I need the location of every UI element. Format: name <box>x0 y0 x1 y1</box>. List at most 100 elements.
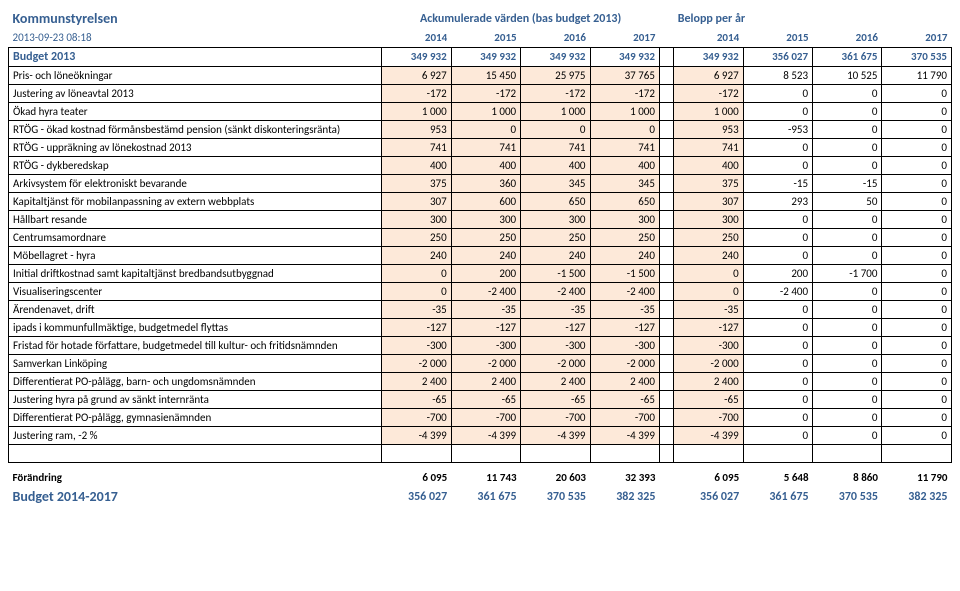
cell: 0 <box>882 408 952 426</box>
cell: 25 975 <box>521 66 590 84</box>
row-label: Justering ram, -2 % <box>9 426 382 444</box>
cell: 8 523 <box>743 66 812 84</box>
row-label: Möbellagret - hyra <box>9 246 382 264</box>
cell: 0 <box>882 336 952 354</box>
cell: 2 400 <box>590 372 659 390</box>
cell: -65 <box>674 390 743 408</box>
row-label: Samverkan Linköping <box>9 354 382 372</box>
cell: -35 <box>521 300 590 318</box>
page-title: Kommunstyrelsen <box>9 8 382 29</box>
cell: -2 400 <box>521 282 590 300</box>
table-row: Ärendenavet, drift-35-35-35-35-35000 <box>9 300 952 318</box>
cell: 349 932 <box>521 47 590 66</box>
cell: -65 <box>382 390 451 408</box>
row-label: Visualiseringscenter <box>9 282 382 300</box>
cell: 2 400 <box>674 372 743 390</box>
cell: 250 <box>590 228 659 246</box>
cell: 400 <box>382 156 451 174</box>
cell: 20 603 <box>521 468 590 486</box>
cell: 375 <box>382 174 451 192</box>
subtitle-left: Ackumulerade värden (bas budget 2013) <box>382 8 660 29</box>
row-label: Initial driftkostnad samt kapitaltjänst … <box>9 264 382 282</box>
cell: 300 <box>451 210 520 228</box>
cell: 0 <box>882 264 952 282</box>
cell: -1 500 <box>521 264 590 282</box>
cell: 361 675 <box>813 47 882 66</box>
cell: 375 <box>674 174 743 192</box>
cell: 10 525 <box>813 66 882 84</box>
cell: -1 500 <box>590 264 659 282</box>
cell: 250 <box>674 228 743 246</box>
table-row: Centrumsamordnare250250250250250000 <box>9 228 952 246</box>
cell: -127 <box>521 318 590 336</box>
cell: 5 648 <box>743 468 812 486</box>
forandring-row: Förändring 6 095 11 743 20 603 32 393 6 … <box>9 468 952 486</box>
cell: 0 <box>813 300 882 318</box>
cell: -127 <box>590 318 659 336</box>
cell: -700 <box>521 408 590 426</box>
row-label: RTÖG - uppräkning av lönekostnad 2013 <box>9 138 382 156</box>
cell: 0 <box>813 246 882 264</box>
table-row: RTÖG - dykberedskap400400400400400000 <box>9 156 952 174</box>
row-label: Fristad för hotade författare, budgetmed… <box>9 336 382 354</box>
cell: 361 675 <box>451 486 520 507</box>
cell: -300 <box>451 336 520 354</box>
cell: 300 <box>382 210 451 228</box>
cell: 741 <box>382 138 451 156</box>
cell: -2 000 <box>521 354 590 372</box>
cell: 361 675 <box>743 486 812 507</box>
cell: 0 <box>743 156 812 174</box>
row-label: Justering av löneavtal 2013 <box>9 84 382 102</box>
row-label: ipads i kommunfullmäktige, budgetmedel f… <box>9 318 382 336</box>
cell: 0 <box>451 120 520 138</box>
cell: 0 <box>813 138 882 156</box>
cell: 240 <box>590 246 659 264</box>
cell: 0 <box>743 102 812 120</box>
cell: 0 <box>743 300 812 318</box>
cell: -2 400 <box>743 282 812 300</box>
cell: -4 399 <box>521 426 590 444</box>
cell: 370 535 <box>813 486 882 507</box>
cell: 0 <box>882 84 952 102</box>
cell: 0 <box>813 426 882 444</box>
cell: 6 095 <box>382 468 451 486</box>
row-label: Ärendenavet, drift <box>9 300 382 318</box>
table-row: Samverkan Linköping-2 000-2 000-2 000-2 … <box>9 354 952 372</box>
cell: -2 400 <box>590 282 659 300</box>
cell: -1 700 <box>813 264 882 282</box>
col-year: 2015 <box>451 29 520 47</box>
cell: -127 <box>674 318 743 336</box>
row-label: Justering hyra på grund av sänkt internr… <box>9 390 382 408</box>
cell: 300 <box>590 210 659 228</box>
cell: 300 <box>521 210 590 228</box>
cell: 0 <box>743 336 812 354</box>
cell: -172 <box>590 84 659 102</box>
row-label: Kapitaltjänst för mobilanpassning av ext… <box>9 192 382 210</box>
cell: 32 393 <box>590 468 659 486</box>
cell: 345 <box>521 174 590 192</box>
cell: 293 <box>743 192 812 210</box>
cell: 0 <box>882 210 952 228</box>
cell: 349 932 <box>382 47 451 66</box>
cell: -65 <box>451 390 520 408</box>
col-year: 2014 <box>674 29 743 47</box>
table-row: Hållbart resande300300300300300000 <box>9 210 952 228</box>
cell: 0 <box>743 228 812 246</box>
table-row: Arkivsystem för elektroniskt bevarande37… <box>9 174 952 192</box>
cell: 382 325 <box>882 486 952 507</box>
cell: 741 <box>674 138 743 156</box>
cell: 0 <box>813 228 882 246</box>
cell: 0 <box>674 264 743 282</box>
cell: -4 399 <box>382 426 451 444</box>
cell: -172 <box>674 84 743 102</box>
cell: 0 <box>813 210 882 228</box>
cell: 0 <box>882 318 952 336</box>
cell: 0 <box>743 138 812 156</box>
cell: 6 927 <box>674 66 743 84</box>
row-label: Hållbart resande <box>9 210 382 228</box>
cell: 0 <box>882 192 952 210</box>
table-row: Pris- och löneökningar6 92715 45025 9753… <box>9 66 952 84</box>
cell: 0 <box>813 102 882 120</box>
table-row: RTÖG - uppräkning av lönekostnad 2013741… <box>9 138 952 156</box>
row-label: RTÖG - dykberedskap <box>9 156 382 174</box>
